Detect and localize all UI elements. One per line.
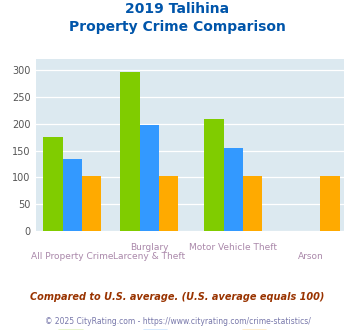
Bar	[120, 72, 140, 231]
Bar	[224, 148, 243, 231]
Bar	[62, 159, 82, 231]
Bar	[82, 176, 101, 231]
Text: Property Crime Comparison: Property Crime Comparison	[69, 20, 286, 34]
Bar	[159, 176, 178, 231]
Text: 2019 Talihina: 2019 Talihina	[125, 2, 230, 16]
Bar	[43, 137, 62, 231]
Text: © 2025 CityRating.com - https://www.cityrating.com/crime-statistics/: © 2025 CityRating.com - https://www.city…	[45, 317, 310, 326]
Legend: Talihina, Oklahoma, National: Talihina, Oklahoma, National	[54, 326, 326, 330]
Text: Burglary: Burglary	[130, 243, 169, 251]
Bar	[140, 125, 159, 231]
Text: Motor Vehicle Theft: Motor Vehicle Theft	[189, 243, 277, 251]
Text: All Property Crime: All Property Crime	[31, 252, 114, 261]
Text: Arson: Arson	[298, 252, 323, 261]
Bar	[204, 119, 224, 231]
Text: Compared to U.S. average. (U.S. average equals 100): Compared to U.S. average. (U.S. average …	[30, 292, 325, 302]
Text: Larceny & Theft: Larceny & Theft	[113, 252, 185, 261]
Bar	[243, 176, 262, 231]
Bar	[320, 176, 339, 231]
